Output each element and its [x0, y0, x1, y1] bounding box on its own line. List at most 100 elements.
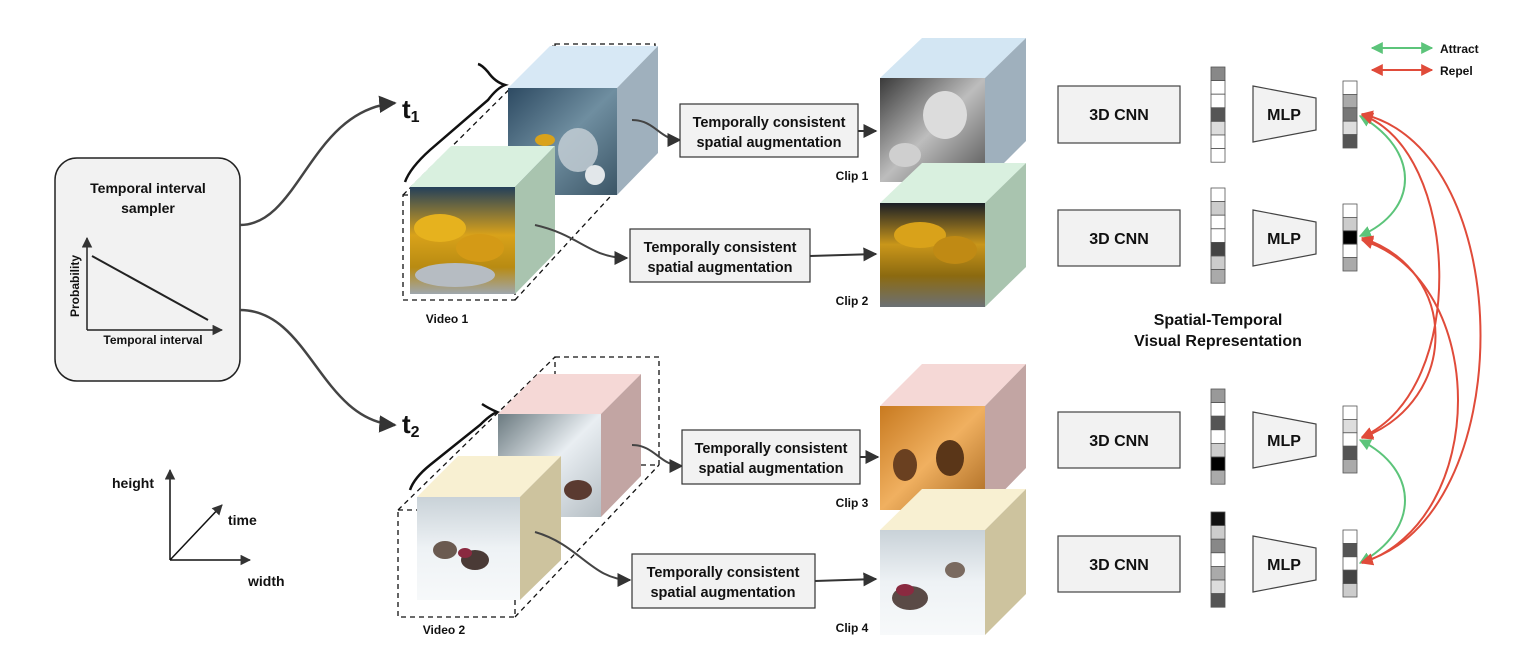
- clip3-cube: [880, 364, 1026, 510]
- vector-cell: [1210, 201, 1226, 216]
- vector-cell: [1210, 93, 1226, 109]
- augmentation-box-3: Temporally consistent spatial augmentati…: [681, 429, 861, 485]
- video1-label: Video 1: [426, 312, 469, 326]
- svg-text:Temporally consistent: Temporally consistent: [693, 115, 846, 131]
- axis-width-label: width: [247, 573, 285, 589]
- clip1-cube: [880, 38, 1026, 182]
- vector-cell: [1342, 445, 1358, 461]
- legend-repel-label: Repel: [1440, 64, 1473, 78]
- sampler-to-t1-arrow: [239, 95, 397, 227]
- projection-vector-4: [1342, 529, 1358, 598]
- vector-cell: [1342, 543, 1358, 558]
- embedding-vector-2: [1210, 187, 1226, 284]
- projection-vector-1: [1342, 80, 1358, 149]
- vector-cell: [1342, 216, 1358, 232]
- clip2-label: Clip 2: [836, 294, 869, 308]
- t1-label: t1: [402, 94, 420, 126]
- cnn-box-3: 3D CNN: [1057, 411, 1181, 469]
- vector-cell: [1210, 187, 1226, 203]
- vector-cell: [1210, 470, 1226, 485]
- mlp-block-4: MLP: [1252, 535, 1317, 593]
- svg-text:spatial augmentation: spatial augmentation: [696, 135, 841, 151]
- embedding-vector-1: [1210, 66, 1226, 163]
- cnn-box-4: 3D CNN: [1057, 535, 1181, 593]
- vector-cell: [1342, 243, 1358, 258]
- video2-stack: [397, 356, 660, 618]
- repel-arrow-clip1-clip4: [1360, 110, 1482, 565]
- legend: Attract Repel: [1370, 42, 1479, 78]
- svg-text:Temporally consistent: Temporally consistent: [644, 240, 797, 256]
- mlp-block-2: MLP: [1252, 209, 1317, 267]
- vector-cell: [1342, 529, 1358, 544]
- vector-cell: [1342, 230, 1358, 245]
- attract-arrow-clip3-clip4: [1358, 439, 1406, 564]
- vector-cell: [1210, 66, 1226, 82]
- cnn-box-2: 3D CNN: [1057, 209, 1181, 267]
- attract-arrow-clip1-clip2: [1358, 115, 1406, 238]
- svg-text:Temporally consistent: Temporally consistent: [647, 565, 800, 581]
- axis-height-label: height: [112, 475, 154, 491]
- vector-cell: [1342, 583, 1358, 598]
- vector-cell: [1342, 459, 1358, 474]
- vector-cell: [1342, 80, 1358, 95]
- vector-cell: [1210, 429, 1226, 444]
- repel-arrow-clip1-clip3: [1360, 113, 1441, 439]
- vector-cell: [1210, 566, 1226, 581]
- vector-cell: [1210, 134, 1226, 150]
- embedding-vector-3: [1210, 388, 1226, 485]
- video1-stack: [402, 43, 658, 301]
- vector-cell: [1210, 80, 1226, 95]
- augmentation-box-1: Temporally consistent spatial augmentati…: [679, 103, 859, 158]
- vector-cell: [1210, 214, 1226, 230]
- vector-cell: [1210, 388, 1226, 404]
- svg-text:MLP: MLP: [1267, 433, 1301, 450]
- vector-cell: [1210, 148, 1226, 163]
- vector-cell: [1342, 405, 1358, 420]
- representation-title-line2: Visual Representation: [1134, 333, 1302, 350]
- svg-text:MLP: MLP: [1267, 557, 1301, 574]
- vector-cell: [1210, 228, 1226, 243]
- vector-cell: [1342, 569, 1358, 585]
- clip3-label: Clip 3: [836, 496, 869, 510]
- vector-cell: [1210, 579, 1226, 595]
- embedding-vector-4: [1210, 511, 1226, 608]
- clip1-label: Clip 1: [836, 169, 869, 183]
- vector-cell: [1342, 134, 1358, 149]
- probability-curve: [91, 255, 209, 321]
- vector-cell: [1210, 255, 1226, 271]
- vector-cell: [1342, 120, 1358, 135]
- vector-cell: [1342, 432, 1358, 447]
- svg-text:MLP: MLP: [1267, 107, 1301, 124]
- svg-text:3D CNN: 3D CNN: [1089, 433, 1149, 450]
- svg-text:MLP: MLP: [1267, 231, 1301, 248]
- vector-cell: [1342, 418, 1358, 434]
- vector-cell: [1342, 107, 1358, 122]
- axes-indicator: height time width: [112, 468, 285, 589]
- vector-cell: [1210, 456, 1226, 472]
- vector-cell: [1210, 121, 1226, 136]
- representation-title-line1: Spatial-Temporal: [1154, 312, 1283, 329]
- vector-cell: [1210, 107, 1226, 122]
- mlp-block-3: MLP: [1252, 411, 1317, 469]
- vector-cell: [1210, 442, 1226, 458]
- mlp-block-1: MLP: [1252, 85, 1317, 143]
- vector-cell: [1210, 538, 1226, 554]
- video2-label: Video 2: [423, 623, 466, 637]
- repel-arrow-clip2-clip4: [1360, 237, 1459, 566]
- sampler-title-line2: sampler: [121, 200, 175, 216]
- augmentation-box-4: Temporally consistent spatial augmentati…: [631, 553, 816, 609]
- clip4-cube: [880, 489, 1026, 635]
- axis-time-label: time: [228, 512, 257, 528]
- temporal-interval-sampler: Temporal interval sampler Probability Te…: [54, 157, 241, 382]
- legend-attract-label: Attract: [1440, 42, 1479, 56]
- vector-cell: [1210, 269, 1226, 284]
- augmentation-box-2: Temporally consistent spatial augmentati…: [629, 228, 811, 283]
- sampler-to-t2-arrow: [239, 308, 397, 433]
- clip4-label: Clip 4: [836, 621, 869, 635]
- vector-cell: [1210, 593, 1226, 608]
- vector-cell: [1210, 525, 1226, 540]
- vector-cell: [1210, 241, 1226, 257]
- svg-text:Temporally consistent: Temporally consistent: [695, 441, 848, 457]
- sampler-title-line1: Temporal interval: [90, 180, 206, 196]
